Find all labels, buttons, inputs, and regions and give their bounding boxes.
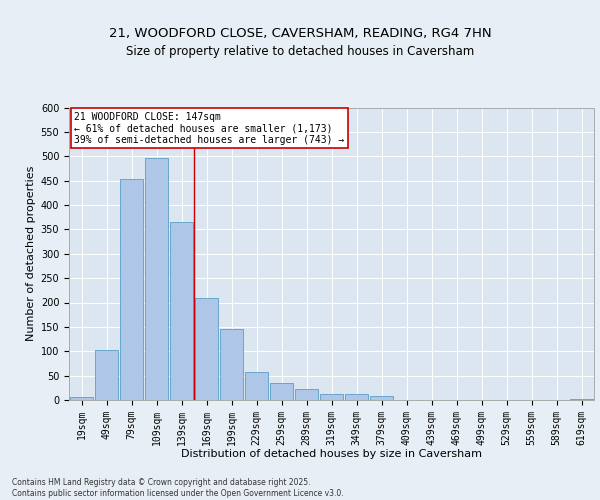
Bar <box>370 396 393 400</box>
Text: Size of property relative to detached houses in Caversham: Size of property relative to detached ho… <box>126 45 474 58</box>
Text: 21 WOODFORD CLOSE: 147sqm
← 61% of detached houses are smaller (1,173)
39% of se: 21 WOODFORD CLOSE: 147sqm ← 61% of detac… <box>74 112 344 145</box>
Bar <box>120 179 143 400</box>
Bar <box>195 298 218 400</box>
Text: 21, WOODFORD CLOSE, CAVERSHAM, READING, RG4 7HN: 21, WOODFORD CLOSE, CAVERSHAM, READING, … <box>109 28 491 40</box>
Bar <box>320 394 343 400</box>
Y-axis label: Number of detached properties: Number of detached properties <box>26 166 37 342</box>
Bar <box>295 389 318 400</box>
Bar <box>70 396 93 400</box>
Bar <box>270 383 293 400</box>
Bar <box>95 350 118 400</box>
X-axis label: Distribution of detached houses by size in Caversham: Distribution of detached houses by size … <box>181 449 482 459</box>
Bar <box>220 329 243 400</box>
Text: Contains HM Land Registry data © Crown copyright and database right 2025.
Contai: Contains HM Land Registry data © Crown c… <box>12 478 344 498</box>
Bar <box>245 372 268 400</box>
Bar <box>570 399 593 400</box>
Bar <box>170 222 193 400</box>
Bar <box>145 158 168 400</box>
Bar <box>345 394 368 400</box>
